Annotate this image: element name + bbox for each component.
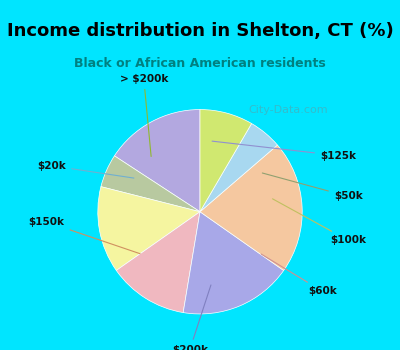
Wedge shape (101, 156, 200, 212)
Text: $50k: $50k (262, 173, 362, 201)
Text: Income distribution in Shelton, CT (%): Income distribution in Shelton, CT (%) (7, 22, 393, 40)
Text: Black or African American residents: Black or African American residents (74, 57, 326, 70)
Wedge shape (114, 110, 200, 212)
Wedge shape (98, 187, 200, 271)
Wedge shape (183, 212, 284, 314)
Text: City-Data.com: City-Data.com (248, 105, 328, 115)
Wedge shape (200, 110, 252, 212)
Text: $200k: $200k (172, 285, 211, 350)
Wedge shape (200, 145, 302, 271)
Text: $60k: $60k (261, 254, 337, 296)
Text: $20k: $20k (38, 161, 134, 178)
Text: $150k: $150k (29, 217, 140, 254)
Text: $100k: $100k (272, 199, 366, 245)
Wedge shape (200, 124, 278, 212)
Wedge shape (116, 212, 200, 313)
Text: $125k: $125k (212, 141, 356, 161)
Text: > $200k: > $200k (120, 74, 168, 156)
